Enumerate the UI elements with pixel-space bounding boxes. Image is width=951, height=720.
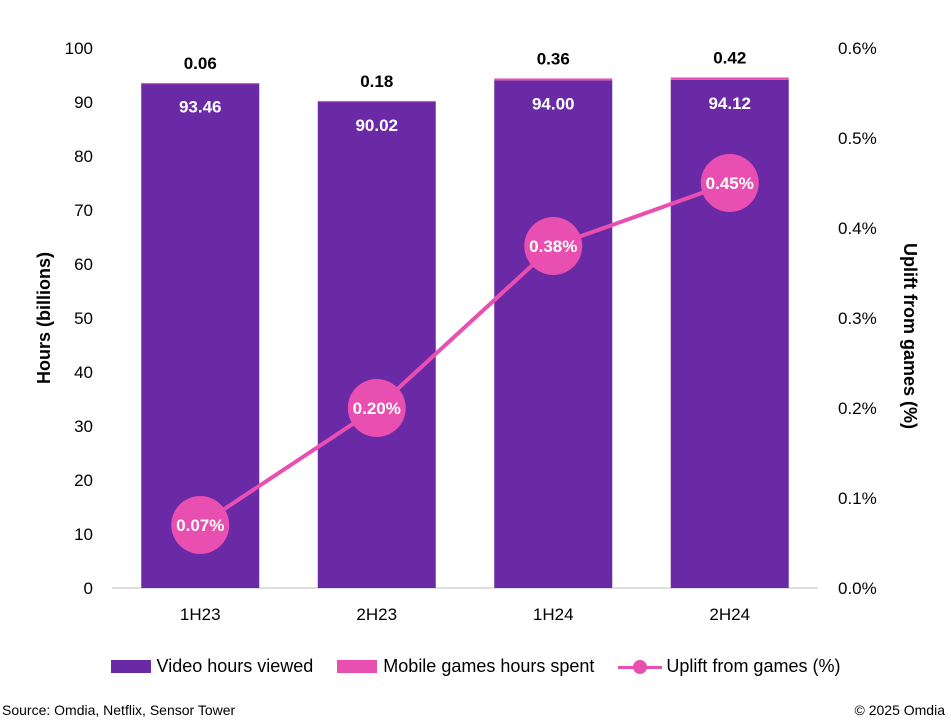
right-tick-label: 0.2%: [838, 399, 877, 418]
left-tick-label: 70: [74, 201, 93, 220]
bar-value-label: 93.46: [179, 97, 222, 116]
legend-item-uplift: Uplift from games (%): [618, 656, 840, 677]
uplift-point: [524, 217, 583, 275]
bar-games-value-label: 0.42: [713, 48, 746, 67]
right-tick-label: 0.6%: [838, 39, 877, 58]
right-tick-label: 0.4%: [838, 219, 877, 238]
bar-games-value-label: 0.06: [184, 54, 217, 73]
left-tick-label: 90: [74, 93, 93, 112]
x-axis-categories: 1H23 2H23 1H24 2H24: [180, 605, 750, 624]
uplift-line: 0.07% 0.20% 0.38% 0.45%: [171, 154, 759, 554]
right-tick-label: 0.3%: [838, 309, 877, 328]
left-tick-label: 10: [74, 525, 93, 544]
left-tick-label: 100: [65, 39, 93, 58]
bar-games-hours: [141, 82, 260, 85]
right-tick-label: 0.1%: [838, 489, 877, 508]
x-tick-label: 1H24: [533, 605, 574, 624]
source-note: Source: Omdia, Netflix, Sensor Tower: [2, 702, 236, 718]
bar-value-label: 94.00: [532, 94, 575, 113]
left-axis-ticks: 0 10 20 30 40 50 60 70 80 90 100: [65, 39, 93, 598]
legend-item-video: Video hours viewed: [110, 656, 314, 677]
left-tick-label: 60: [74, 255, 93, 274]
x-tick-label: 2H23: [356, 605, 397, 624]
x-tick-label: 1H23: [180, 605, 221, 624]
legend-swatch-video: [110, 660, 151, 673]
uplift-point-label: 0.07%: [176, 516, 224, 535]
left-tick-label: 20: [74, 471, 93, 490]
right-tick-label: 0.0%: [838, 579, 877, 598]
legend-label-video: Video hours viewed: [156, 656, 314, 676]
left-tick-label: 40: [74, 363, 93, 382]
legend-item-games: Mobile games hours spent: [337, 656, 594, 677]
left-tick-label: 50: [74, 309, 93, 328]
uplift-series-line: [199, 181, 731, 527]
left-tick-label: 30: [74, 417, 93, 436]
right-axis-title: Uplift from games (%): [900, 243, 920, 429]
uplift-point: [347, 379, 406, 437]
left-axis-title: Hours (billions): [34, 252, 54, 384]
uplift-point-label: 0.20%: [353, 399, 401, 418]
bar-games-value-label: 0.18: [360, 72, 393, 91]
legend: Video hours viewed Mobile games hours sp…: [0, 656, 951, 677]
bar-value-label: 90.02: [355, 116, 398, 135]
bar-video-hours: [494, 80, 613, 589]
legend-label-uplift: Uplift from games (%): [666, 656, 841, 676]
bar-games-value-label: 0.36: [537, 49, 570, 68]
bars: 93.46 0.06 90.02 0.18 94.00 0.36 94.12 0.42: [141, 48, 789, 589]
uplift-point: [171, 496, 230, 554]
legend-label-games: Mobile games hours spent: [383, 656, 595, 676]
uplift-point-label: 0.45%: [706, 174, 754, 193]
bar-games-hours: [317, 100, 436, 103]
right-tick-label: 0.5%: [838, 129, 877, 148]
bar-video-hours: [317, 101, 436, 588]
bar-games-hours: [494, 78, 613, 81]
left-tick-label: 0: [84, 579, 93, 598]
x-tick-label: 2H24: [709, 605, 750, 624]
bar-value-label: 94.12: [708, 94, 751, 113]
left-tick-label: 80: [74, 147, 93, 166]
copyright-note: © 2025 Omdia: [854, 702, 945, 718]
uplift-point: [700, 154, 759, 212]
legend-swatch-uplift: [618, 659, 663, 675]
uplift-point-label: 0.38%: [529, 237, 577, 256]
bar-games-hours: [670, 77, 789, 80]
legend-swatch-games: [337, 660, 378, 673]
right-axis-ticks: 0.0% 0.1% 0.2% 0.3% 0.4% 0.5% 0.6%: [838, 39, 877, 598]
